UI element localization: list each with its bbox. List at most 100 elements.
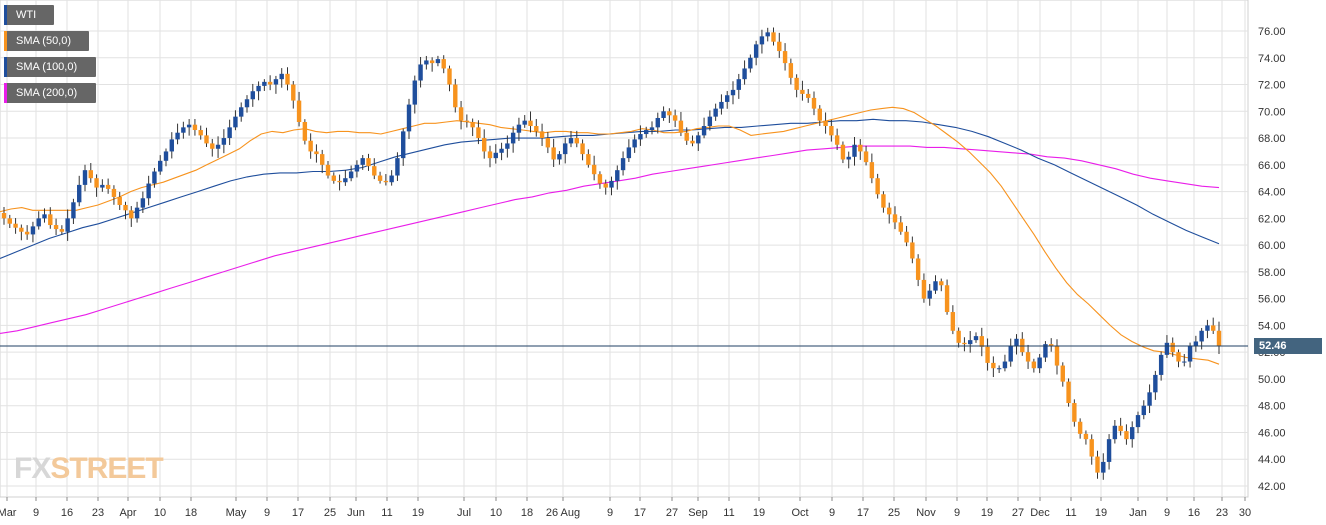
candle-body <box>48 214 53 226</box>
candle-body <box>1216 330 1222 347</box>
candle-body <box>1164 342 1170 355</box>
legend-item-wti[interactable]: WTI <box>4 5 54 25</box>
legend-swatch <box>4 31 7 51</box>
candle-body <box>1054 345 1060 366</box>
candle-body <box>817 108 822 121</box>
candle-body <box>910 242 915 259</box>
candle-body <box>279 73 284 80</box>
legend-item-sma100[interactable]: SMA (100,0) <box>4 57 96 77</box>
candle-body <box>13 223 18 228</box>
candle-body <box>609 180 614 188</box>
legend-label: SMA (200,0) <box>16 87 78 99</box>
candle-body <box>649 127 655 131</box>
candle-body <box>158 160 163 172</box>
candle-body <box>215 144 221 149</box>
candle-body <box>88 170 93 179</box>
candle-body <box>493 152 498 159</box>
legend-item-sma50[interactable]: SMA (50,0) <box>4 31 89 51</box>
candle-body <box>615 170 620 181</box>
x-tick-label: 18 <box>185 507 197 519</box>
candle-body <box>1089 439 1094 457</box>
candle-body <box>539 131 545 139</box>
candle-body <box>915 258 921 280</box>
candle-body <box>672 115 678 121</box>
candle-body <box>233 116 238 128</box>
candle-body <box>1141 405 1146 416</box>
y-tick-label: 44.00 <box>1258 454 1286 466</box>
candle-body <box>36 218 41 227</box>
candle-body <box>1043 344 1048 358</box>
candle-body <box>944 285 950 313</box>
candle-body <box>1095 456 1100 473</box>
x-tick-label: 25 <box>888 507 900 519</box>
candle-body <box>296 100 302 122</box>
candle-body <box>1083 433 1089 440</box>
candle-body <box>458 107 464 121</box>
candle-body <box>140 198 146 208</box>
y-tick-label: 56.00 <box>1258 294 1286 306</box>
candle-body <box>1066 381 1071 404</box>
candle-body <box>406 104 412 132</box>
candle-body <box>759 36 765 45</box>
candle-body <box>522 120 527 125</box>
candle-body <box>308 140 313 152</box>
candle-body <box>377 175 383 181</box>
x-axis: Mar 9 16 23 Apr 10 18 May 9 17 25 Jun 11 19 Jul 10 18 26 … <box>0 497 1251 519</box>
candle-body <box>30 226 36 235</box>
candle-body <box>788 63 794 78</box>
candle-body <box>742 68 747 80</box>
candle-body <box>696 135 701 144</box>
sma-50-layer <box>0 106 1220 365</box>
y-tick-label: 68.00 <box>1258 133 1286 145</box>
candle-body <box>881 194 886 208</box>
candle-body <box>753 44 759 58</box>
candle-body <box>1031 361 1037 369</box>
candle-body <box>331 175 336 181</box>
candle-body <box>510 132 516 144</box>
fxstreet-logo: FXSTREET <box>14 452 164 485</box>
candle-body <box>325 164 331 176</box>
candle-body <box>1147 392 1152 406</box>
candle-body <box>597 174 603 184</box>
legend: WTI SMA (50,0) SMA (100,0) SMA (200,0) <box>4 5 96 109</box>
candle-body <box>244 99 250 108</box>
candle-body <box>1049 344 1054 346</box>
x-tick-label: 19 <box>412 507 424 519</box>
x-tick-label: 19 <box>1095 507 1107 519</box>
candle-body <box>528 120 533 127</box>
x-tick-label: Oct <box>791 507 808 519</box>
candle-body <box>800 89 805 94</box>
candle-body <box>354 164 360 172</box>
candle-body <box>285 73 290 85</box>
candle-body <box>221 138 227 145</box>
candle-body <box>1014 338 1019 346</box>
candle-body <box>1118 425 1123 432</box>
candle-body <box>372 166 377 176</box>
candle-body <box>626 147 632 159</box>
candle-body <box>383 180 389 183</box>
candle-body <box>94 178 99 188</box>
candle-body <box>927 290 932 299</box>
candle-body <box>505 143 510 149</box>
candle-body <box>574 138 579 144</box>
x-tick-label: 9 <box>1164 507 1170 519</box>
candle-body <box>7 218 12 224</box>
x-tick-label: Jul <box>457 507 471 519</box>
legend-item-sma200[interactable]: SMA (200,0) <box>4 83 96 103</box>
candle-body <box>985 346 990 363</box>
candle-body <box>823 120 828 127</box>
candle-body <box>42 214 47 219</box>
candle-body <box>898 222 903 232</box>
candle-body <box>192 124 198 131</box>
candle-body <box>644 130 649 135</box>
candle-body <box>678 120 684 133</box>
legend-label: SMA (50,0) <box>16 35 72 47</box>
candle-body <box>690 140 695 144</box>
candle-body <box>638 134 643 140</box>
candle-body <box>470 122 475 128</box>
x-tick-label: 27 <box>1012 507 1024 519</box>
candle-body <box>267 81 273 85</box>
x-tick-label: Apr <box>119 507 136 519</box>
candle-body <box>320 154 325 165</box>
candle-body <box>152 171 157 184</box>
